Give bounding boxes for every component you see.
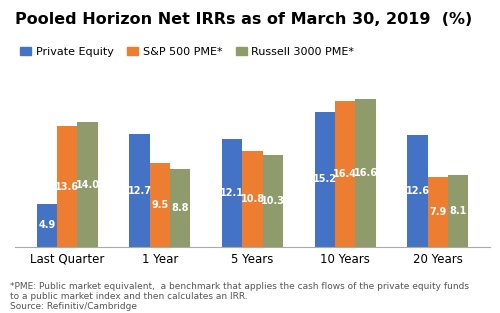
Text: 13.6: 13.6 bbox=[55, 182, 79, 192]
Bar bbox=[170, 169, 190, 247]
Bar bbox=[36, 203, 57, 247]
Bar bbox=[242, 151, 262, 247]
Bar bbox=[448, 175, 468, 247]
Text: 9.5: 9.5 bbox=[151, 200, 168, 210]
Text: Pooled Horizon Net IRRs as of March 30, 2019  (%): Pooled Horizon Net IRRs as of March 30, … bbox=[15, 13, 472, 28]
Text: 14.0: 14.0 bbox=[76, 180, 100, 190]
Text: 16.4: 16.4 bbox=[333, 169, 357, 179]
Text: 12.1: 12.1 bbox=[220, 188, 244, 198]
Bar bbox=[222, 139, 242, 247]
Text: 10.3: 10.3 bbox=[261, 196, 285, 206]
Bar bbox=[356, 99, 376, 247]
Text: *PME: Public market equivalent,  a benchmark that applies the cash flows of the : *PME: Public market equivalent, a benchm… bbox=[10, 282, 469, 311]
Bar bbox=[262, 155, 283, 247]
Text: 16.6: 16.6 bbox=[354, 168, 378, 178]
Text: 12.7: 12.7 bbox=[128, 186, 152, 196]
Bar bbox=[428, 177, 448, 247]
Bar bbox=[78, 122, 98, 247]
Text: 7.9: 7.9 bbox=[429, 207, 446, 217]
Text: 8.8: 8.8 bbox=[172, 203, 189, 213]
Text: 10.8: 10.8 bbox=[240, 194, 264, 204]
Bar bbox=[335, 101, 355, 247]
Bar bbox=[408, 135, 428, 247]
Text: 15.2: 15.2 bbox=[313, 174, 337, 184]
Bar bbox=[57, 126, 78, 247]
Bar bbox=[150, 162, 170, 247]
Text: 12.6: 12.6 bbox=[406, 186, 429, 196]
Bar bbox=[130, 134, 150, 247]
Text: 8.1: 8.1 bbox=[450, 206, 467, 216]
Legend: Private Equity, S&P 500 PME*, Russell 3000 PME*: Private Equity, S&P 500 PME*, Russell 30… bbox=[16, 42, 358, 61]
Text: 4.9: 4.9 bbox=[38, 220, 56, 230]
Bar bbox=[314, 112, 335, 247]
